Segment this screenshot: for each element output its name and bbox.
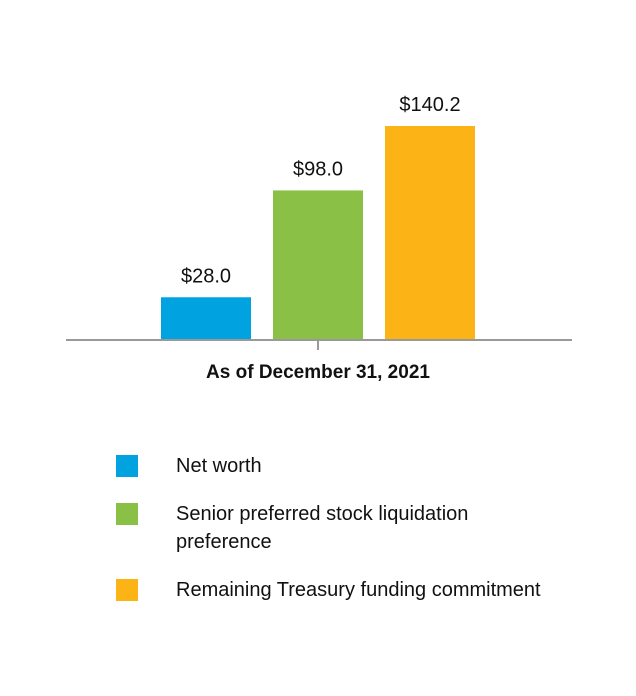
legend: Net worth Senior preferred stock liquida… (116, 452, 596, 624)
x-axis-label: As of December 31, 2021 (206, 362, 430, 383)
legend-label-treasury-commitment: Remaining Treasury funding commitment (176, 579, 541, 601)
legend-item-treasury-commitment: Remaining Treasury funding commitment (116, 576, 596, 604)
legend-swatch-senior-preferred (116, 503, 138, 525)
legend-item-net-worth: Net worth (116, 452, 596, 480)
data-label-net-worth: $28.0 (181, 265, 231, 287)
bar-senior-preferred (273, 190, 363, 340)
bar-chart: $28.0 $98.0 $140.2 As of December 31, 2021 (66, 94, 572, 383)
legend-label-senior-preferred: Senior preferred stock liquidation prefe… (176, 503, 469, 553)
data-label-treasury-commitment: $140.2 (399, 94, 460, 116)
legend-swatch-treasury-commitment (116, 579, 138, 601)
legend-label-net-worth: Net worth (176, 455, 262, 477)
data-label-senior-preferred: $98.0 (293, 158, 343, 180)
bar-treasury-commitment (385, 126, 475, 340)
bar-net-worth (161, 297, 251, 340)
legend-swatch-net-worth (116, 455, 138, 477)
legend-item-senior-preferred: Senior preferred stock liquidation prefe… (116, 500, 596, 556)
bars-layer: $28.0 $98.0 $140.2 (161, 94, 475, 340)
